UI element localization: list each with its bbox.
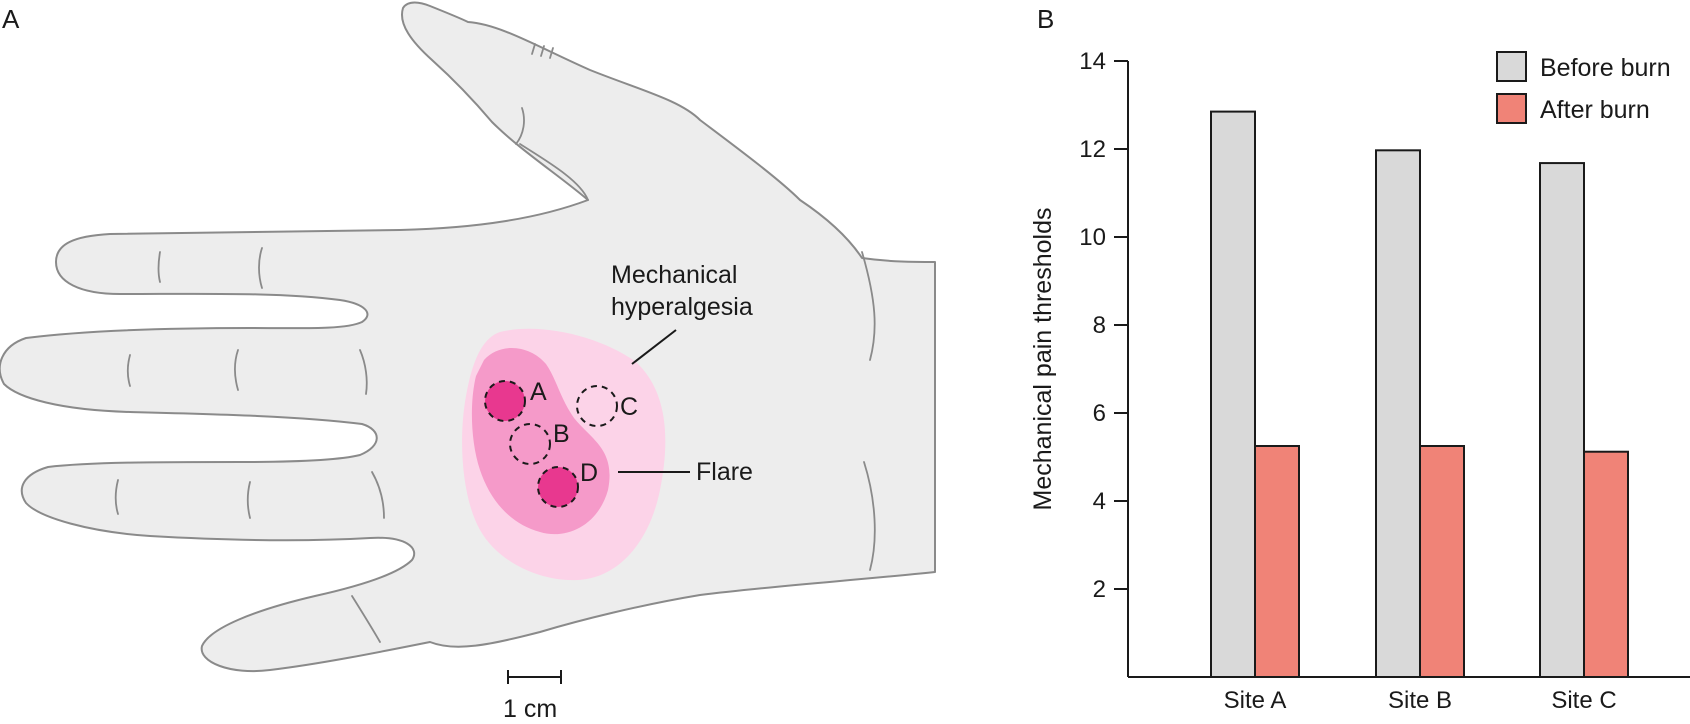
x-tick-label: Site C [1551, 687, 1616, 714]
y-tick-label: 6 [1093, 400, 1106, 427]
bars [1210, 110, 1629, 679]
crease [531, 43, 554, 59]
crease [114, 479, 119, 515]
site-c-marker [576, 385, 618, 427]
bar-before-3 [1539, 162, 1585, 678]
scale-bar-label: 1 cm [503, 695, 557, 723]
crease [359, 349, 368, 395]
y-axis-title: Mechanical pain thresholds [1029, 208, 1057, 511]
site-d-letter: D [580, 459, 598, 487]
site-c-letter: C [620, 393, 638, 421]
bar-after-3 [1583, 450, 1629, 678]
crease [371, 471, 385, 519]
hand-outline [0, 1, 936, 672]
y-tick-label: 2 [1093, 576, 1106, 603]
legend-swatch [1496, 93, 1527, 124]
bar-before-2 [1375, 149, 1421, 678]
site-a-marker [484, 380, 526, 422]
site-b-letter: B [553, 420, 570, 448]
hand-illustration [0, 1, 936, 672]
x-tick-labels: Site A Site B Site C [1224, 687, 1617, 714]
flare-label: Flare [696, 458, 753, 486]
bar-chart: 2 4 6 8 10 12 14 Site A Site B Site C Mechanical… [1029, 48, 1690, 714]
crease [351, 595, 381, 643]
x-tick-label: Site B [1388, 687, 1452, 714]
scale-bar [507, 670, 562, 684]
hyperalgesia-leader-line [631, 329, 677, 365]
crease [157, 251, 161, 283]
legend-label: After burn [1540, 96, 1650, 124]
y-tick-label: 8 [1093, 312, 1106, 339]
legend-swatch [1496, 51, 1527, 82]
panel-a-label: A [2, 4, 20, 34]
crease [515, 107, 525, 145]
crease [246, 481, 251, 519]
x-tick-label: Site A [1224, 687, 1287, 714]
crease [258, 247, 263, 289]
crease [519, 143, 589, 201]
crease [126, 354, 131, 387]
legend-label: Before burn [1540, 54, 1671, 82]
y-tick-label: 4 [1093, 488, 1106, 515]
legend: Before burn After burn [1496, 51, 1671, 124]
site-a-letter: A [530, 378, 547, 406]
crease [234, 349, 239, 391]
panel-b-label: B [1037, 4, 1054, 34]
mechanical-hyperalgesia-label-line2: hyperalgesia [611, 293, 753, 321]
y-tick-label: 12 [1079, 136, 1106, 163]
bar-after-2 [1419, 445, 1465, 678]
site-b-marker [509, 423, 551, 465]
site-d-marker [537, 466, 579, 508]
bar-after-1 [1254, 445, 1300, 678]
y-ticks: 2 4 6 8 10 12 14 [1079, 48, 1128, 603]
crease [861, 251, 876, 361]
y-tick-label: 10 [1079, 224, 1106, 251]
y-tick-label: 14 [1079, 48, 1106, 75]
mechanical-hyperalgesia-label-line1: Mechanical [611, 261, 737, 289]
crease [863, 461, 876, 571]
bar-before-1 [1210, 110, 1256, 679]
